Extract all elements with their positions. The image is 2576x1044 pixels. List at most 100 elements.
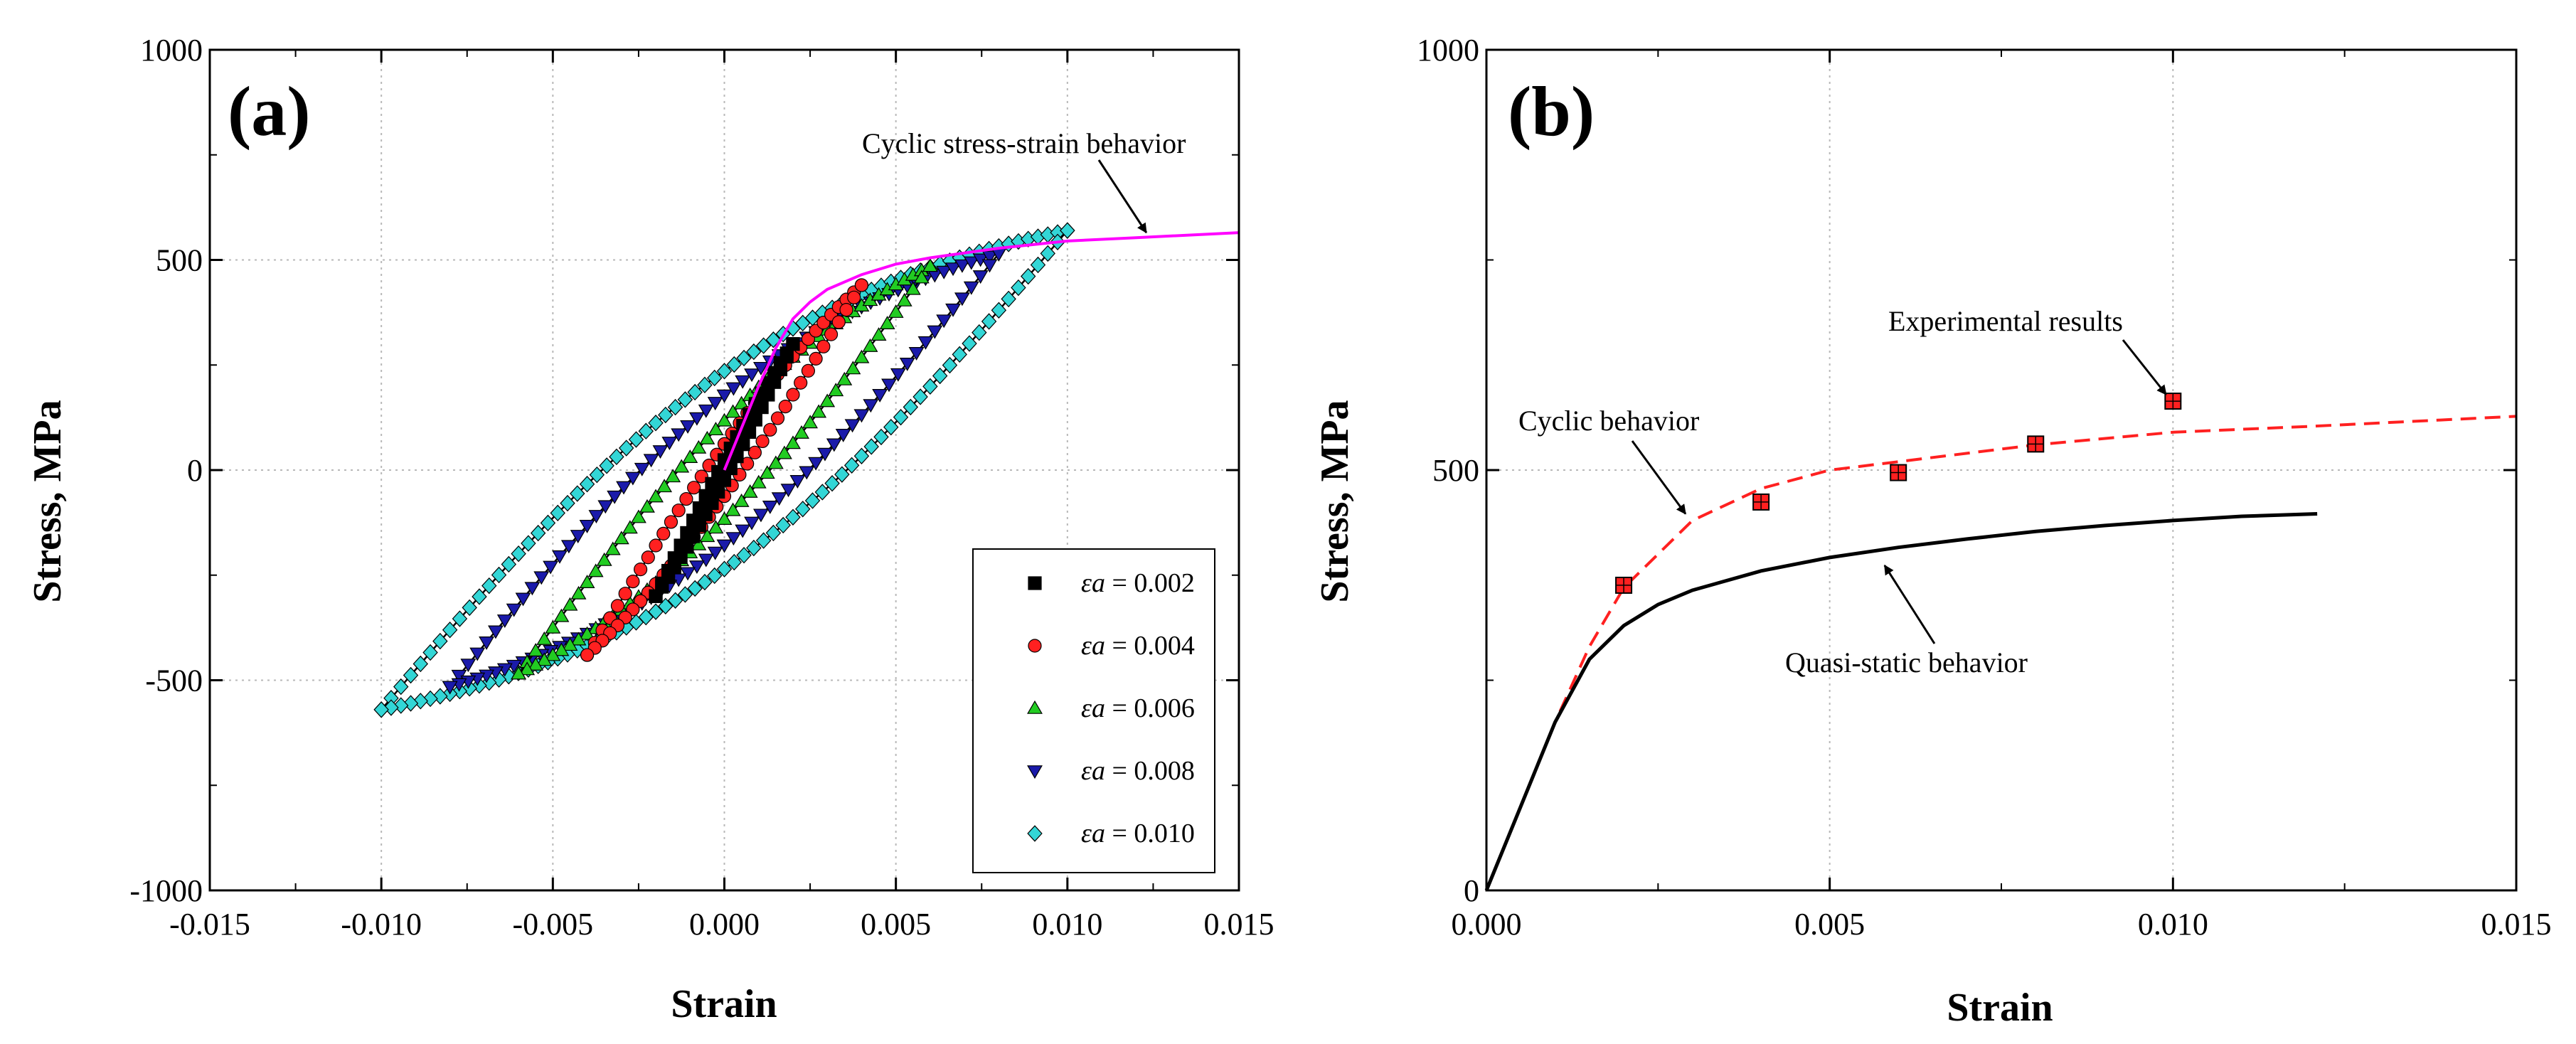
- series-group: [373, 222, 1240, 718]
- data-point: [726, 356, 742, 373]
- data-point: [922, 258, 938, 272]
- data-point: [491, 566, 507, 584]
- data-point: [652, 445, 669, 459]
- annotation-group: Cyclic stress-strain behavior: [862, 127, 1186, 234]
- x-tick-label: 0.005: [1794, 907, 1865, 942]
- data-point: [560, 540, 577, 554]
- data-point: [610, 599, 625, 613]
- data-point: [716, 389, 733, 403]
- data-point: [762, 500, 778, 514]
- data-point: [716, 539, 733, 553]
- data-point: [511, 666, 527, 680]
- data-point: [579, 626, 595, 640]
- data-point: [501, 555, 517, 573]
- data-point: [771, 492, 787, 506]
- data-point: [761, 388, 775, 402]
- data-point: [755, 532, 772, 549]
- panel-label: (b): [1508, 72, 1595, 151]
- data-point: [735, 524, 751, 538]
- data-point: [552, 550, 568, 564]
- data-point: [765, 524, 782, 542]
- data-point: [780, 484, 797, 498]
- data-point: [545, 647, 561, 661]
- y-tick-label: -500: [145, 664, 203, 698]
- data-point: [691, 440, 707, 454]
- data-point: [707, 567, 723, 585]
- data-point: [688, 412, 705, 426]
- data-point: [634, 462, 650, 476]
- data-point: [789, 475, 806, 489]
- data-point: [963, 281, 979, 295]
- data-point: [649, 538, 663, 553]
- data-point: [506, 603, 522, 617]
- data-point: [824, 327, 839, 341]
- data-point: [687, 383, 703, 401]
- data-point: [1011, 279, 1026, 297]
- series-markers: [1615, 393, 2182, 594]
- data-point: [896, 292, 912, 307]
- legend-value: = 0.004: [1112, 631, 1194, 661]
- data-point: [753, 361, 769, 375]
- data-point: [954, 292, 970, 307]
- data-point: [707, 397, 723, 411]
- data-point: [452, 610, 468, 627]
- data-point: [808, 457, 824, 471]
- legend-symbol: εa: [1081, 631, 1105, 661]
- data-point: [643, 454, 659, 468]
- data-point: [616, 481, 632, 495]
- tick-group: -0.015 -0.010 -0.005 0.000 0.005 0.010 0.015 -1…: [129, 33, 1274, 942]
- data-point: [648, 489, 664, 503]
- svg-text:εa = 0.002: εa = 0.002: [1081, 568, 1195, 598]
- data-point: [863, 399, 879, 413]
- legend-marker: [1028, 576, 1042, 590]
- data-point: [588, 510, 605, 523]
- data-point: [717, 473, 732, 487]
- data-point: [922, 378, 938, 395]
- data-point: [511, 545, 526, 563]
- data-point: [863, 438, 879, 455]
- data-point: [744, 516, 760, 531]
- data-point: [991, 302, 1007, 319]
- data-point: [708, 520, 724, 534]
- data-point: [785, 508, 801, 526]
- annotation-group: Experimental results Cyclic behavior Qua…: [1518, 305, 2167, 678]
- data-point: [748, 412, 762, 427]
- legend-entry: εa = 0.008: [1027, 756, 1195, 786]
- data-point: [628, 431, 644, 448]
- data-point: [853, 409, 870, 423]
- data-point: [442, 681, 458, 695]
- data-point: [847, 290, 861, 304]
- data-point: [687, 580, 703, 597]
- data-point: [422, 690, 438, 708]
- data-point: [725, 404, 741, 418]
- data-point: [488, 625, 504, 639]
- data-point: [481, 673, 497, 691]
- data-point: [622, 520, 638, 534]
- data-point: [770, 411, 785, 425]
- data-point: [540, 514, 556, 532]
- data-point: [794, 375, 808, 390]
- data-point: [844, 419, 861, 433]
- x-tick-label: -0.005: [513, 907, 594, 942]
- data-point: [981, 313, 997, 330]
- data-point: [479, 636, 495, 650]
- data-point: [828, 383, 844, 397]
- data-point: [853, 349, 870, 363]
- data-point: [775, 516, 791, 534]
- annotation-experimental: Experimental results: [1888, 305, 2123, 337]
- data-point: [879, 316, 895, 329]
- legend-entry: εa = 0.006: [1027, 693, 1195, 723]
- data-point: [908, 347, 925, 361]
- data-point: [596, 552, 612, 566]
- data-point: [802, 415, 819, 429]
- x-axis-title: Strain: [1947, 986, 2053, 1030]
- data-point: [917, 336, 934, 350]
- data-point: [826, 438, 842, 452]
- data-point: [597, 500, 614, 514]
- data-point: [658, 406, 674, 424]
- legend-entry: εa = 0.010: [1027, 819, 1195, 848]
- data-point: [607, 490, 623, 504]
- data-point: [570, 632, 587, 646]
- data-point: [834, 466, 850, 483]
